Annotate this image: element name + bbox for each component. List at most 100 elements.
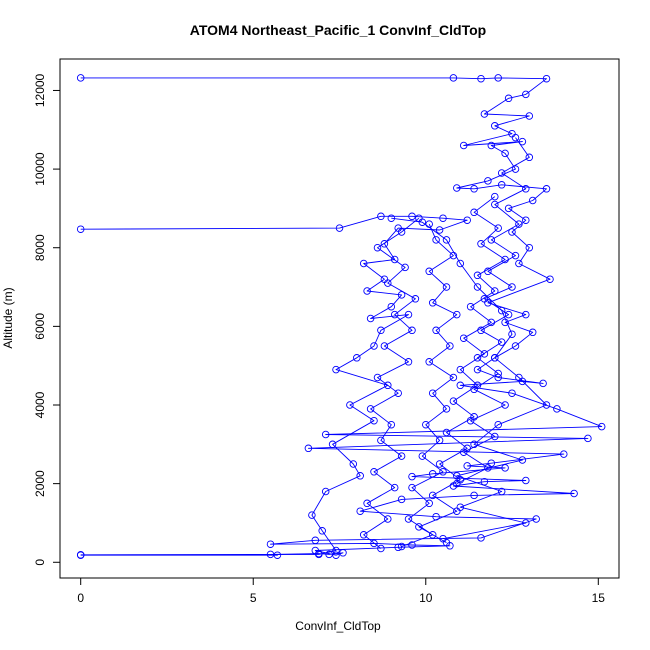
y-tick-label: 8000 [33, 234, 47, 261]
data-point [442, 283, 451, 291]
data-point [494, 224, 502, 232]
data-point [439, 214, 447, 222]
data-point [501, 149, 509, 158]
data-point [380, 240, 389, 248]
data-point [408, 541, 416, 549]
data-point [546, 275, 554, 283]
data-point [425, 358, 433, 366]
data-point [346, 401, 354, 409]
data-point [532, 515, 540, 523]
data-point [456, 365, 465, 374]
series-line [401, 223, 458, 547]
data-point [377, 212, 385, 221]
data-point [487, 236, 496, 244]
data-point [332, 546, 340, 555]
data-point [353, 354, 361, 362]
data-point [453, 479, 461, 488]
data-point [384, 381, 392, 390]
data-point [415, 523, 423, 531]
data-point [428, 299, 437, 307]
data-point [404, 310, 413, 319]
data-point [463, 216, 471, 224]
data-point [439, 534, 447, 543]
data-point [494, 369, 502, 378]
data-point [332, 551, 340, 559]
data-point [446, 342, 454, 350]
data-point [456, 381, 465, 390]
data-point [311, 536, 320, 545]
series-line [391, 217, 547, 540]
data-point [321, 487, 330, 496]
data-point [491, 432, 499, 441]
data-point [528, 328, 537, 337]
data-point [394, 543, 402, 552]
data-point [387, 214, 396, 222]
data-point [508, 330, 516, 338]
data-point [491, 200, 499, 209]
data-point [473, 354, 482, 362]
data-point [390, 483, 399, 492]
data-point [373, 243, 382, 252]
data-point [522, 476, 530, 485]
y-axis: 0 2000 4000 6000 8000 10000 12000 [33, 73, 61, 566]
data-point [518, 456, 527, 464]
data-point [497, 487, 506, 496]
data-point [370, 468, 378, 476]
data-point [308, 511, 316, 519]
data-point [442, 236, 451, 244]
data-point [435, 436, 444, 445]
data-point [76, 225, 85, 233]
data-point [477, 326, 485, 335]
data-point [470, 185, 478, 193]
data-point [459, 141, 468, 150]
data-point [397, 495, 406, 504]
data-point [315, 550, 323, 559]
data-point [425, 267, 433, 276]
y-tick-label: 2000 [33, 470, 47, 497]
x-tick-label: 15 [592, 591, 606, 605]
data-point [466, 302, 475, 311]
data-point [356, 507, 364, 515]
data-point [428, 531, 437, 539]
series-line [363, 217, 420, 549]
data-point [497, 306, 506, 315]
data-point [408, 483, 416, 492]
data-point [390, 255, 399, 264]
data-point [328, 440, 337, 449]
data-point [76, 551, 85, 559]
data-point [366, 314, 375, 323]
data-point [542, 185, 551, 193]
data-point [318, 527, 326, 535]
data-point [380, 342, 389, 350]
data-point [497, 338, 506, 346]
data-point [384, 279, 392, 287]
data-point [504, 310, 513, 319]
data-point [477, 74, 485, 83]
data-point [425, 499, 433, 508]
data-point [497, 181, 506, 189]
data-point [560, 450, 568, 458]
data-point [377, 544, 385, 553]
data-point [515, 220, 523, 228]
data-point [428, 491, 437, 500]
x-tick-label: 10 [419, 591, 433, 605]
data-point [494, 373, 502, 382]
data-point [408, 212, 416, 221]
data-point [377, 436, 385, 445]
data-point [428, 389, 437, 397]
data-point [525, 153, 534, 162]
data-point [522, 90, 530, 99]
data-point [373, 373, 382, 382]
data-point [266, 540, 275, 548]
chart-title: ATOM4 Northeast_Pacific_1 ConvInf_CldTop [190, 22, 486, 38]
data-point [522, 519, 530, 527]
y-tick-label: 6000 [33, 313, 47, 340]
data-point [491, 192, 499, 201]
y-axis-label: Altitude (m) [1, 287, 15, 348]
data-point [408, 326, 416, 335]
data-point [384, 515, 392, 523]
data-point [542, 74, 551, 83]
data-point [363, 287, 371, 295]
data-point [522, 310, 530, 319]
data-point [422, 420, 430, 429]
